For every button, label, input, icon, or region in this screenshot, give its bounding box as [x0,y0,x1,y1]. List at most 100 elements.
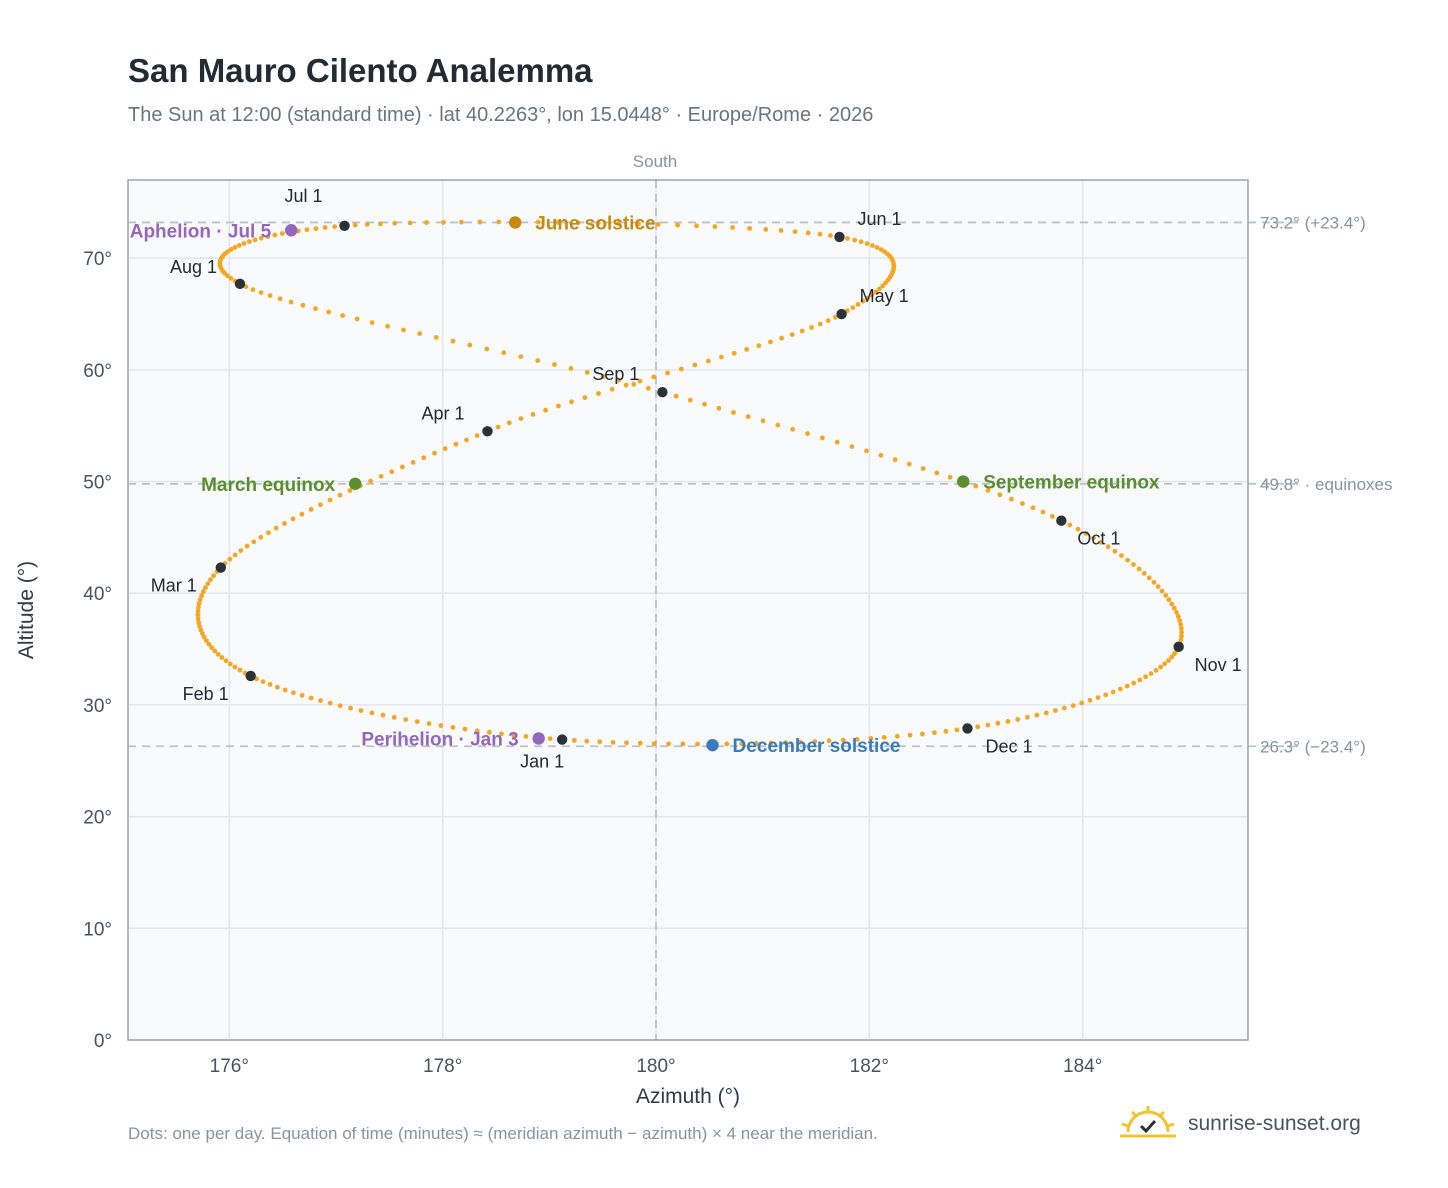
daily-dot [232,552,238,558]
daily-dot [582,395,588,400]
daily-dot [407,220,413,226]
reference-line-label: 73.2° (+23.4°) [1260,213,1366,232]
daily-dot [882,249,888,255]
daily-dot [337,703,343,709]
daily-dot [596,220,601,226]
daily-dot [1155,584,1161,590]
daily-dot [410,460,416,465]
month-marker-label: Nov 1 [1195,655,1242,675]
daily-dot [347,488,353,493]
daily-dot [450,338,456,344]
daily-dot [616,377,622,383]
month-marker [339,220,350,231]
month-marker-label: Jan 1 [520,752,564,772]
daily-dot [266,530,271,536]
daily-dot [1131,680,1137,686]
x-tick-label: 182° [850,1056,889,1077]
daily-dot [241,241,247,246]
daily-dot [288,299,294,305]
event-marker [532,732,545,745]
daily-dot [340,313,345,318]
daily-dot [203,585,208,591]
daily-dot [1179,633,1184,639]
daily-dot [300,302,306,308]
daily-dot [267,293,273,298]
daily-dot [327,497,333,503]
daily-dot [694,223,699,229]
daily-dot [238,548,244,553]
daily-dot [1083,531,1089,536]
daily-dot [403,717,409,722]
daily-dot [651,374,657,380]
daily-dot [817,321,823,327]
daily-dot [199,593,205,599]
daily-dot [506,420,512,426]
daily-dot [208,577,213,583]
x-axis-label: Azimuth (°) [636,1085,740,1108]
event-markers: June solstice March equinox September equi… [130,213,1160,757]
daily-dot [236,243,242,248]
daily-dot [1136,566,1142,572]
daily-dot [414,719,420,724]
daily-dot [571,738,577,743]
daily-dot [495,424,501,430]
daily-dot [354,316,360,322]
brand[interactable]: sunrise-sunset.org [1120,1104,1361,1144]
month-marker-label: Jun 1 [857,209,901,229]
daily-dot [267,682,273,687]
daily-dot [1110,689,1116,695]
daily-dot [855,302,861,307]
daily-dot [943,728,949,734]
daily-dot [252,237,258,243]
daily-dot [196,620,202,625]
daily-dot [196,605,201,610]
daily-dot [1141,571,1147,576]
daily-dot [1005,719,1011,724]
daily-dot [906,461,912,467]
daily-dot [555,219,561,225]
daily-dot [1043,710,1049,716]
daily-dot [352,222,358,228]
daily-dot [834,439,840,445]
event-label: June solstice [535,213,655,234]
month-marker-label: Feb 1 [183,684,229,704]
month-marker-label: Mar 1 [151,576,197,596]
daily-dot [973,483,979,489]
daily-dot [1030,505,1036,511]
daily-dot [1171,605,1177,611]
daily-dot [1020,501,1025,506]
daily-dot [453,441,459,447]
daily-dot [985,722,991,728]
month-marker [657,387,668,398]
daily-dot [747,226,752,231]
daily-dot [380,712,386,718]
daily-dot [716,405,722,411]
daily-dot [666,741,671,747]
daily-dot [1034,712,1040,718]
daily-dot [389,469,395,475]
footnote: Dots: one per day. Equation of time (min… [128,1124,878,1143]
daily-dot [326,309,332,315]
daily-dot [881,735,887,740]
month-marker-label: Jul 1 [285,186,323,206]
daily-dot [273,525,279,531]
daily-dot [474,433,480,438]
daily-dot [417,331,423,336]
daily-dot [705,358,711,364]
daily-dot [892,457,898,463]
daily-dot [934,470,940,476]
daily-dot [1087,697,1093,703]
daily-dot [1174,609,1179,615]
event-label: December solstice [733,736,901,757]
daily-dot [616,221,621,226]
daily-dot [1178,637,1184,643]
daily-dot [426,721,432,726]
daily-dot [631,381,637,387]
daily-dot [624,740,629,746]
x-tick-label: 176° [210,1056,249,1077]
daily-dot [852,237,858,243]
daily-dot [195,616,201,622]
daily-dot [251,539,257,545]
daily-dot [308,507,314,512]
daily-dot [1124,683,1130,689]
